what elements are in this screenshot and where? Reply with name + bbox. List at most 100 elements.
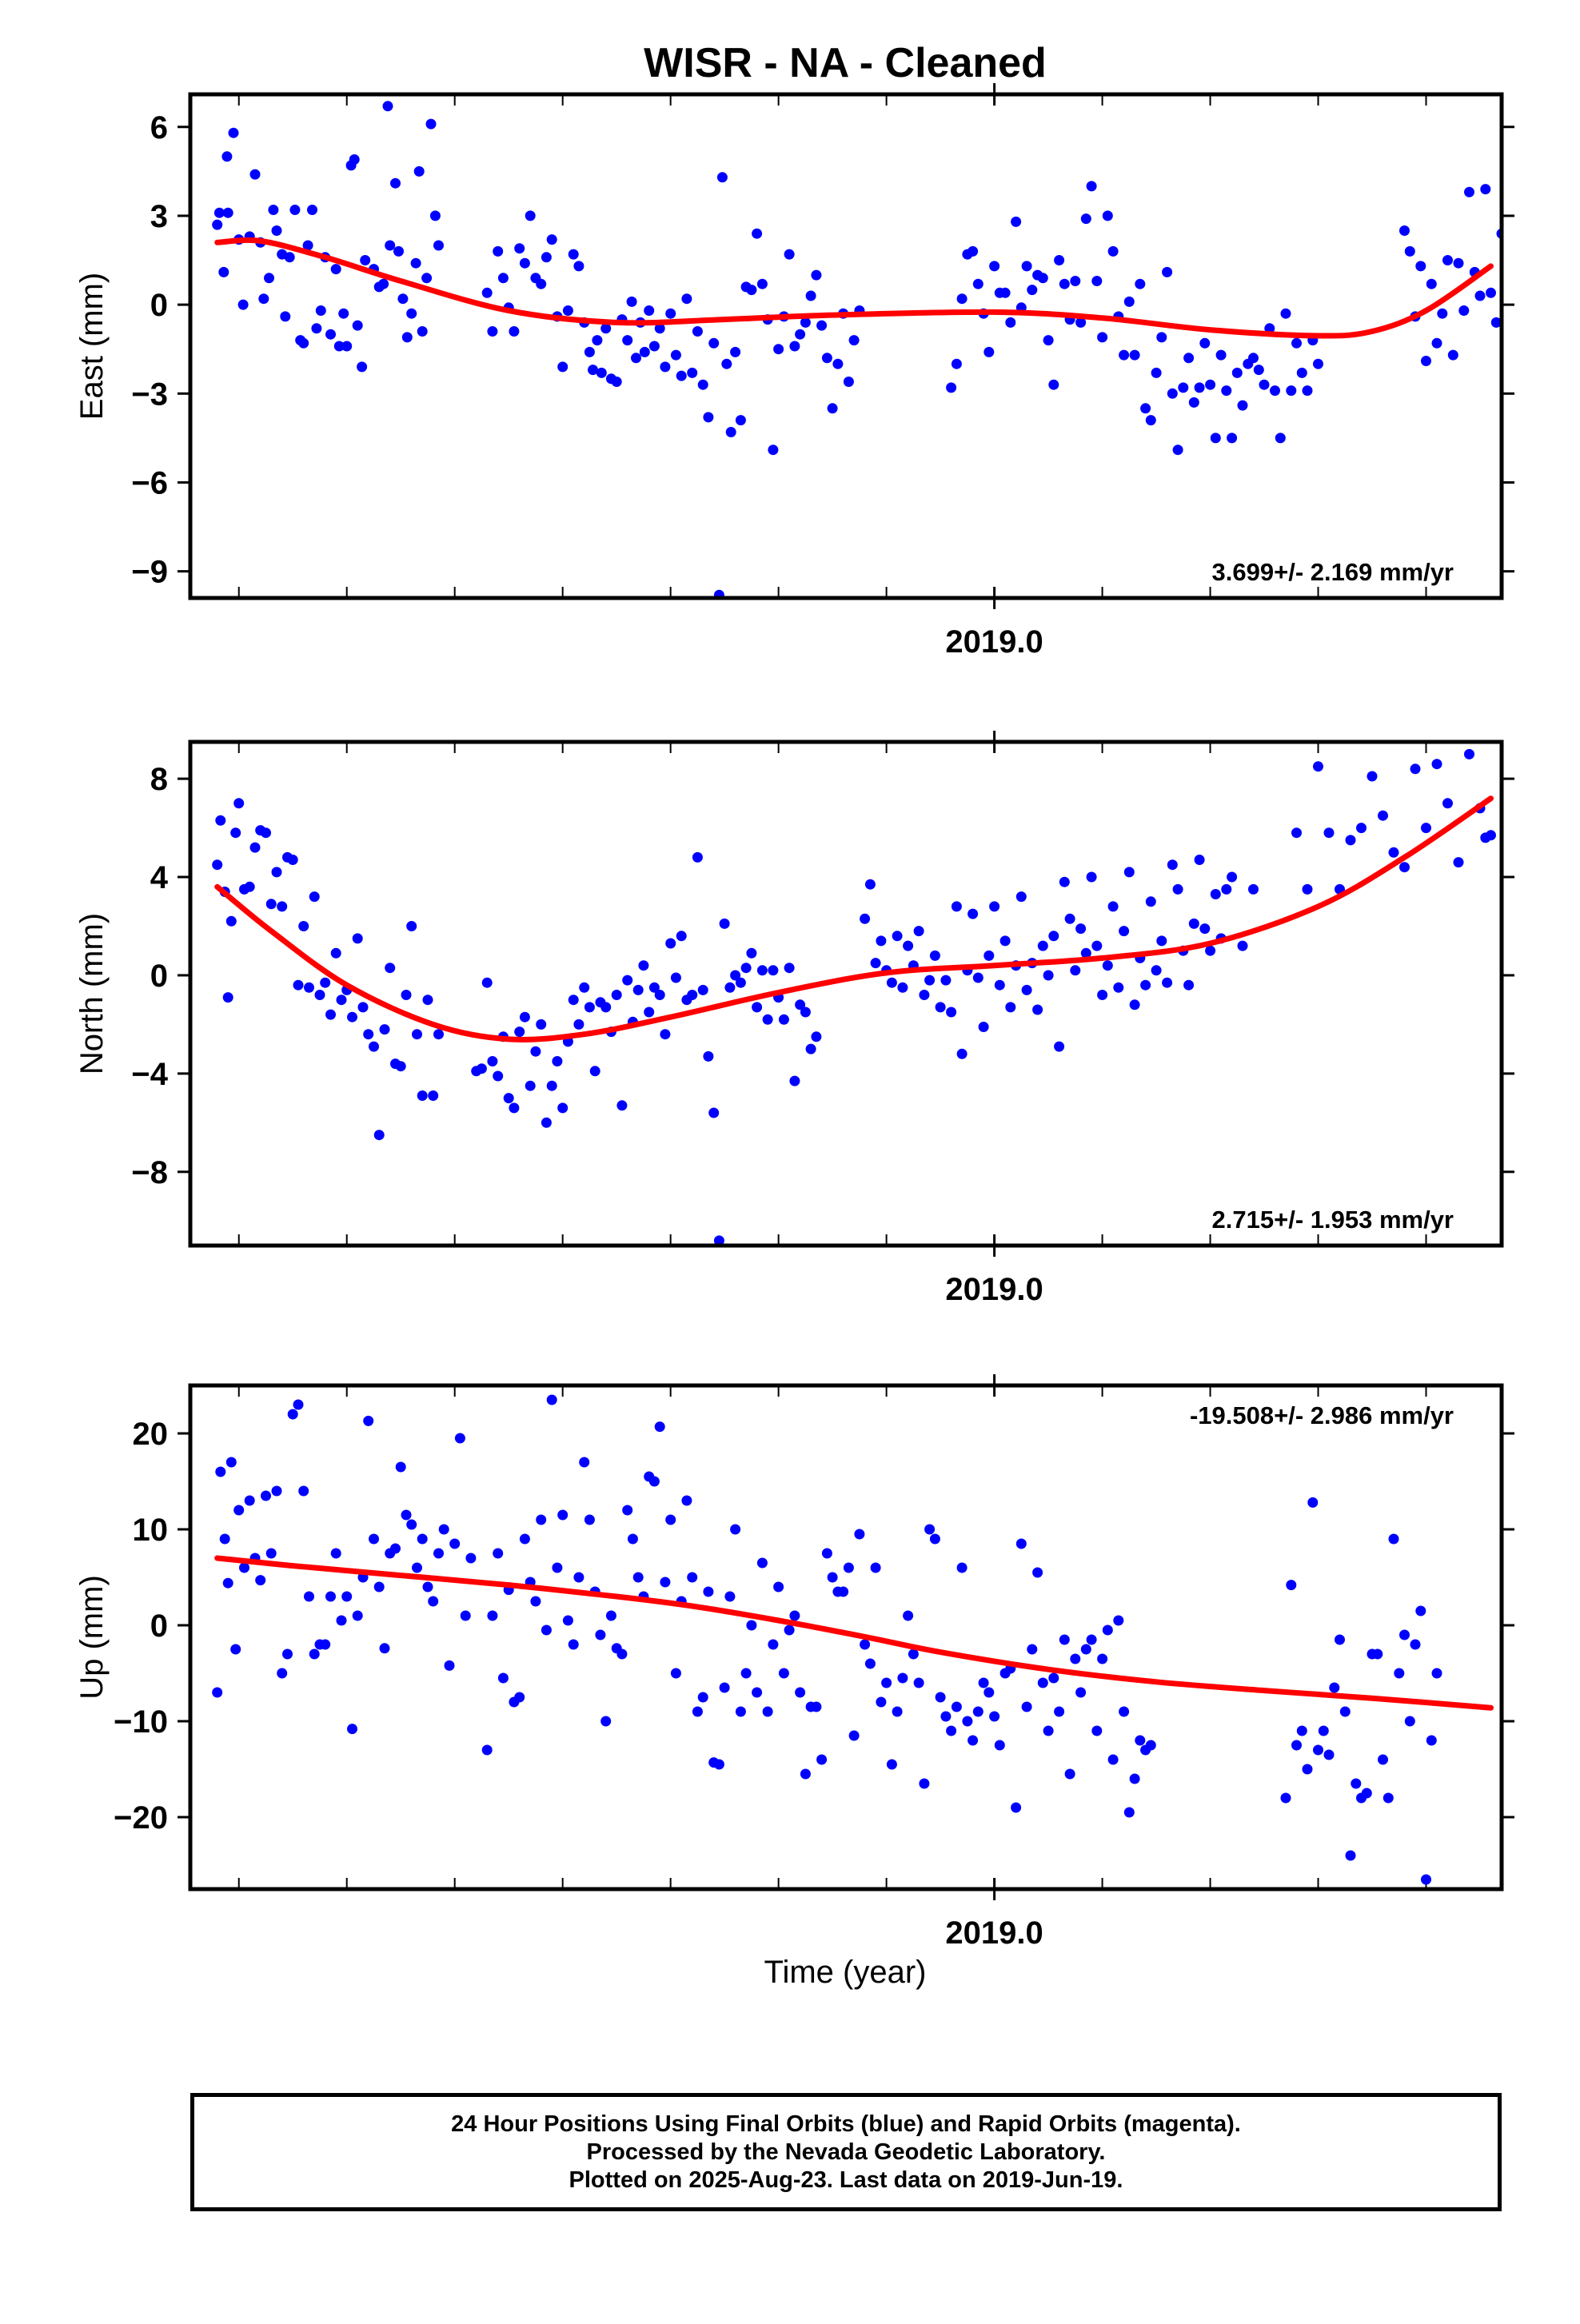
data-point (352, 320, 363, 331)
data-point (935, 1692, 946, 1703)
data-point (271, 1485, 282, 1497)
data-point (968, 245, 979, 257)
data-point (654, 1421, 665, 1433)
data-point (249, 169, 261, 180)
data-point (989, 1711, 1000, 1722)
data-point (1388, 847, 1399, 858)
data-point (708, 337, 720, 349)
x-axis-label: Time (year) (764, 1955, 927, 1990)
data-point (1015, 1538, 1027, 1549)
data-point (1145, 415, 1156, 426)
data-point (848, 335, 860, 346)
data-point (519, 1011, 530, 1022)
data-point (1404, 1716, 1415, 1727)
data-point (1070, 965, 1081, 976)
data-point (654, 323, 665, 334)
y-tick-label: 6 (150, 110, 168, 145)
data-point (740, 963, 752, 974)
data-point (838, 1586, 849, 1597)
data-point (379, 1643, 390, 1654)
data-point (1151, 965, 1162, 976)
y-axis-label: North (mm) (74, 913, 110, 1074)
data-point (1253, 365, 1264, 376)
data-point (277, 1668, 288, 1679)
data-point (984, 346, 995, 357)
data-point (503, 1093, 514, 1104)
fit-curve (214, 795, 1494, 1042)
data-point (546, 1080, 557, 1091)
data-point (562, 1615, 573, 1626)
data-point (1431, 759, 1442, 770)
data-point (1442, 255, 1453, 265)
data-point (417, 1533, 428, 1545)
data-point (1011, 216, 1022, 227)
data-point (1162, 266, 1173, 277)
data-point (811, 1031, 822, 1042)
data-point (1280, 1792, 1291, 1804)
panel-north: 2019.0 8 4 0 −4 −8 North (mm) 2.715+/- 1.953 mm… (74, 731, 1514, 1307)
data-point (946, 1725, 957, 1736)
data-point (509, 1102, 520, 1114)
y-tick-label: 0 (150, 1608, 168, 1644)
data-point (1188, 397, 1199, 408)
data-point (1032, 1567, 1043, 1578)
data-point (212, 859, 223, 871)
data-point (1005, 317, 1016, 328)
data-point (1248, 353, 1259, 364)
data-point (805, 290, 816, 301)
data-point (805, 1043, 816, 1054)
plot-frame (188, 1383, 1504, 1891)
data-point (773, 1581, 784, 1593)
data-point (1447, 349, 1458, 361)
data-point (735, 1706, 746, 1717)
data-point (1490, 317, 1502, 328)
data-point (225, 1457, 237, 1468)
data-point (1199, 337, 1211, 349)
data-point (692, 326, 703, 337)
data-point (422, 995, 433, 1006)
data-point (1323, 1749, 1335, 1760)
data-point (816, 1754, 828, 1765)
data-point (1307, 1497, 1319, 1508)
data-point (1227, 871, 1238, 883)
data-point (584, 1002, 595, 1013)
data-point (756, 1557, 768, 1569)
data-point (864, 879, 876, 890)
data-point (280, 311, 291, 322)
data-point (277, 901, 288, 912)
data-point (552, 1562, 563, 1573)
data-point (212, 219, 223, 230)
data-point (644, 1007, 655, 1018)
data-point (530, 1046, 541, 1057)
data-point (1145, 1740, 1156, 1751)
data-point (644, 305, 655, 316)
data-point (265, 1548, 277, 1559)
data-point (721, 358, 732, 369)
data-point (827, 403, 838, 414)
data-point (261, 1490, 271, 1501)
y-tick-label: 3 (150, 199, 168, 234)
data-point (546, 1394, 557, 1405)
data-point (1054, 1041, 1065, 1052)
data-point (219, 1533, 230, 1545)
y-tick-label: −20 (114, 1800, 168, 1836)
y-tick-label: −3 (131, 377, 168, 412)
data-point (703, 1050, 714, 1062)
data-point (1286, 1580, 1297, 1591)
data-point (919, 990, 930, 1000)
data-point (282, 1648, 293, 1660)
data-point (1027, 1644, 1038, 1655)
data-point (233, 798, 245, 809)
data-point (1156, 935, 1167, 947)
y-tick-label: 10 (133, 1513, 169, 1548)
data-point (1086, 871, 1097, 883)
data-point (289, 205, 301, 215)
data-point (536, 1514, 547, 1525)
data-point (271, 225, 282, 236)
data-point (239, 1562, 249, 1573)
data-point (579, 982, 590, 993)
data-point (497, 273, 509, 284)
data-point (1097, 332, 1108, 343)
data-point (697, 984, 708, 995)
